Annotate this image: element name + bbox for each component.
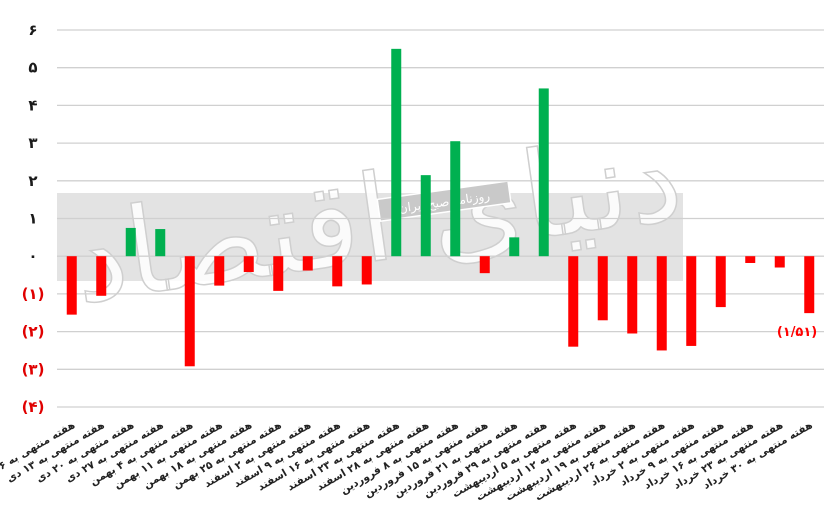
y-tick-label: (۲) [22, 323, 45, 341]
y-tick-label: ۰ [28, 247, 37, 265]
bar [774, 256, 785, 268]
y-tick-label: (۱) [22, 285, 45, 303]
bar [214, 256, 225, 286]
y-tick-label: ۵ [28, 59, 37, 77]
bar [745, 256, 756, 263]
y-tick-label: (۴) [22, 398, 45, 416]
bar [66, 256, 77, 315]
bar [509, 237, 520, 257]
bar [125, 227, 136, 257]
watermark-script: دنیای اقتصاد [64, 108, 690, 331]
data-labels: (۱/۵۱) [777, 325, 817, 340]
bar [597, 256, 608, 321]
watermark: دنیای اقتصاد روزنامه صبح ایران [57, 107, 691, 332]
bar [184, 256, 195, 367]
y-tick-label: ۶ [28, 21, 37, 39]
bar [715, 256, 726, 308]
y-tick-label: ۴ [28, 96, 37, 114]
bar [627, 256, 638, 334]
bar [686, 256, 697, 346]
bar [155, 229, 166, 257]
bar [243, 256, 254, 273]
y-tick-label: ۳ [28, 134, 37, 152]
y-tick-label: ۲ [28, 172, 37, 190]
bar [302, 256, 313, 271]
bar [332, 256, 343, 287]
bar [273, 256, 284, 291]
y-tick-label: ۱ [28, 210, 37, 228]
bar [391, 48, 402, 257]
gridlines [57, 29, 824, 408]
y-tick-label: (۳) [22, 360, 45, 378]
bar [361, 256, 372, 285]
bar [656, 256, 667, 351]
watermark-tag [376, 180, 512, 223]
bar [96, 256, 107, 296]
bar [420, 175, 431, 257]
bar [479, 256, 490, 274]
bars [66, 48, 815, 367]
data-label: (۱/۵۱) [777, 325, 817, 340]
bar [450, 141, 461, 257]
bar [568, 256, 579, 347]
y-tick-labels: ۶ ۵ ۴ ۳ ۲ ۱ ۰ (۱) (۲) (۳) (۴) [22, 21, 45, 416]
bar [804, 256, 815, 314]
bar [538, 88, 549, 257]
